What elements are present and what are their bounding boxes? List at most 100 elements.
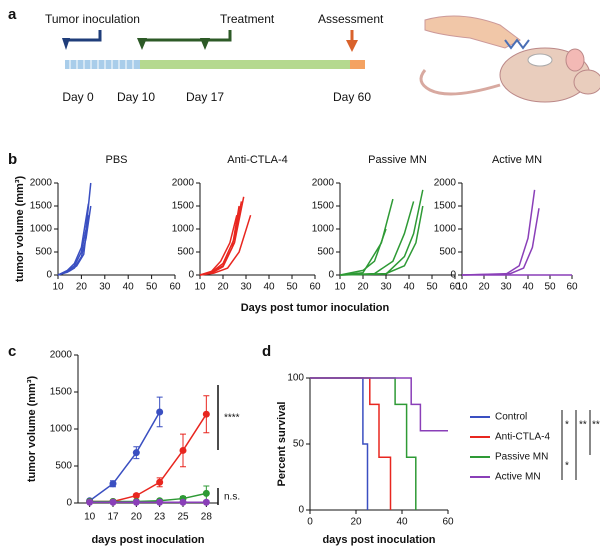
growth-curve: [199, 196, 245, 276]
mean-point: [156, 498, 164, 506]
x-tick-label: 50: [146, 282, 158, 293]
significance: *: [565, 461, 569, 472]
mean-point: [132, 498, 140, 506]
growth-curve: [57, 182, 92, 276]
y-tick-label: 0: [328, 270, 334, 281]
treatment-arrow: [143, 30, 232, 42]
y-tick-label: 2000: [312, 178, 335, 189]
x-axis-label: Days post tumor inoculation: [241, 302, 390, 314]
mean-line: [89, 411, 161, 502]
x-tick-label: 10: [84, 512, 96, 523]
panel-label: a: [8, 6, 17, 23]
patch: [527, 53, 553, 67]
legend-label: Active MN: [495, 472, 541, 483]
growth-curve: [339, 189, 424, 276]
x-axis-label: days post inoculation: [91, 534, 204, 546]
legend-label: Anti-CTLA-4: [495, 432, 550, 443]
y-tick-label: 500: [177, 247, 194, 258]
y-tick-label: 500: [317, 247, 334, 258]
x-tick-label: 30: [380, 282, 392, 293]
x-tick-label: 60: [442, 517, 454, 528]
hand: [424, 15, 521, 49]
y-tick-label: 0: [188, 270, 194, 281]
survival-curve: [310, 377, 369, 510]
x-tick-label: 10: [456, 282, 468, 293]
x-tick-label: 40: [403, 282, 415, 293]
y-tick-label: 0: [46, 270, 52, 281]
event-label: Tumor inoculation: [45, 12, 140, 26]
growth-curve: [339, 198, 394, 276]
y-tick-label: 1000: [172, 224, 195, 235]
panel-title: Anti-CTLA-4: [227, 154, 288, 166]
mouse-illustration: [419, 15, 600, 103]
x-tick-label: 60: [169, 282, 181, 293]
survival-curve: [310, 377, 448, 432]
x-tick-label: 50: [426, 282, 438, 293]
panel-title: Passive MN: [368, 154, 427, 166]
y-tick-label: 2000: [50, 350, 73, 361]
x-tick-label: 60: [566, 282, 578, 293]
day-label: Day 17: [186, 90, 224, 104]
x-tick-label: 30: [99, 282, 111, 293]
day-label: Day 10: [117, 90, 155, 104]
x-tick-label: 60: [309, 282, 321, 293]
x-tick-label: 25: [177, 512, 189, 523]
timeline: [62, 30, 365, 69]
x-tick-label: 40: [396, 517, 408, 528]
panel-label: b: [8, 151, 17, 168]
y-tick-label: 2000: [30, 178, 53, 189]
y-axis-label: tumor volume (mm³): [14, 175, 26, 282]
growth-curve: [339, 201, 415, 276]
day-label: Day 0: [62, 90, 94, 104]
event-label: Assessment: [318, 12, 384, 26]
mean-point: [179, 446, 187, 454]
event-label: Treatment: [220, 12, 275, 26]
x-tick-label: 50: [286, 282, 298, 293]
x-tick-label: 17: [107, 512, 119, 523]
panel-title: PBS: [105, 154, 127, 166]
mean-point: [86, 498, 94, 506]
mean-line: [89, 492, 207, 503]
mean-point: [132, 449, 140, 457]
x-axis-label: days post inoculation: [322, 534, 435, 546]
treatment-phase: [140, 60, 350, 69]
growth-curve: [199, 201, 243, 276]
panel-label: d: [262, 343, 271, 360]
x-tick-label: 28: [201, 512, 213, 523]
significance: n.s.: [224, 492, 240, 503]
arrow-head: [137, 38, 210, 50]
y-tick-label: 1000: [434, 224, 457, 235]
y-tick-label: 0: [298, 505, 304, 516]
mean-point: [156, 478, 164, 486]
mean-point: [109, 480, 117, 488]
y-tick-label: 2000: [172, 178, 195, 189]
mean-point: [156, 408, 164, 416]
inoculation-arrow: [68, 30, 102, 42]
mean-point: [202, 410, 210, 418]
y-tick-label: 500: [439, 247, 456, 258]
growth-curve: [339, 228, 387, 276]
significance: ****: [224, 413, 240, 424]
y-tick-label: 1000: [50, 424, 73, 435]
x-tick-label: 40: [123, 282, 135, 293]
y-tick-label: 500: [55, 461, 72, 472]
x-tick-label: 40: [522, 282, 534, 293]
day-label: Day 60: [333, 90, 371, 104]
arrow-head: [62, 38, 70, 50]
hatch: [69, 60, 134, 69]
y-tick-label: 1500: [50, 387, 73, 398]
y-tick-label: 1500: [30, 201, 53, 212]
microneedle: [504, 38, 530, 50]
y-tick-label: 1500: [312, 201, 335, 212]
mean-point: [109, 498, 117, 506]
y-tick-label: 0: [66, 498, 72, 509]
y-tick-label: 2000: [434, 178, 457, 189]
x-tick-label: 10: [194, 282, 206, 293]
x-tick-label: 50: [544, 282, 556, 293]
mean-point: [132, 492, 140, 500]
tail: [419, 69, 501, 96]
x-tick-label: 20: [350, 517, 362, 528]
y-tick-label: 100: [287, 373, 304, 384]
growth-curve: [199, 215, 238, 276]
